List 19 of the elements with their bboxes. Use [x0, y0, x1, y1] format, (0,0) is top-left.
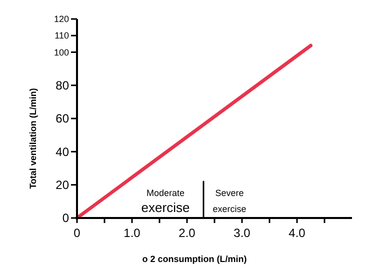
y-tick-label: 100	[54, 47, 69, 58]
x-tick-label: 0	[74, 226, 81, 240]
y-axis-title: Total ventilation (L/min)	[28, 88, 38, 189]
annotation: exercise	[212, 204, 246, 214]
y-tick-label: 20	[56, 178, 70, 192]
y-tick-label: 40	[56, 144, 70, 159]
annotation: exercise	[141, 200, 190, 215]
y-tick-label: 60	[56, 112, 70, 126]
y-tick-label: 80	[56, 78, 70, 93]
y-tick-label: 110	[54, 30, 69, 41]
annotation: Moderate	[146, 188, 185, 198]
x-tick-label: 1.0	[124, 226, 141, 240]
x-axis-title: o 2 consumption (L/min)	[142, 254, 247, 264]
x-tick-label: 4.0	[288, 226, 306, 240]
annotation: Severe	[215, 188, 244, 198]
x-tick-label: 3.0	[234, 226, 251, 240]
y-tick-label: 0	[62, 211, 70, 226]
y-tick-label: 120	[54, 14, 69, 24]
x-tick-label: 2.0	[178, 226, 196, 240]
